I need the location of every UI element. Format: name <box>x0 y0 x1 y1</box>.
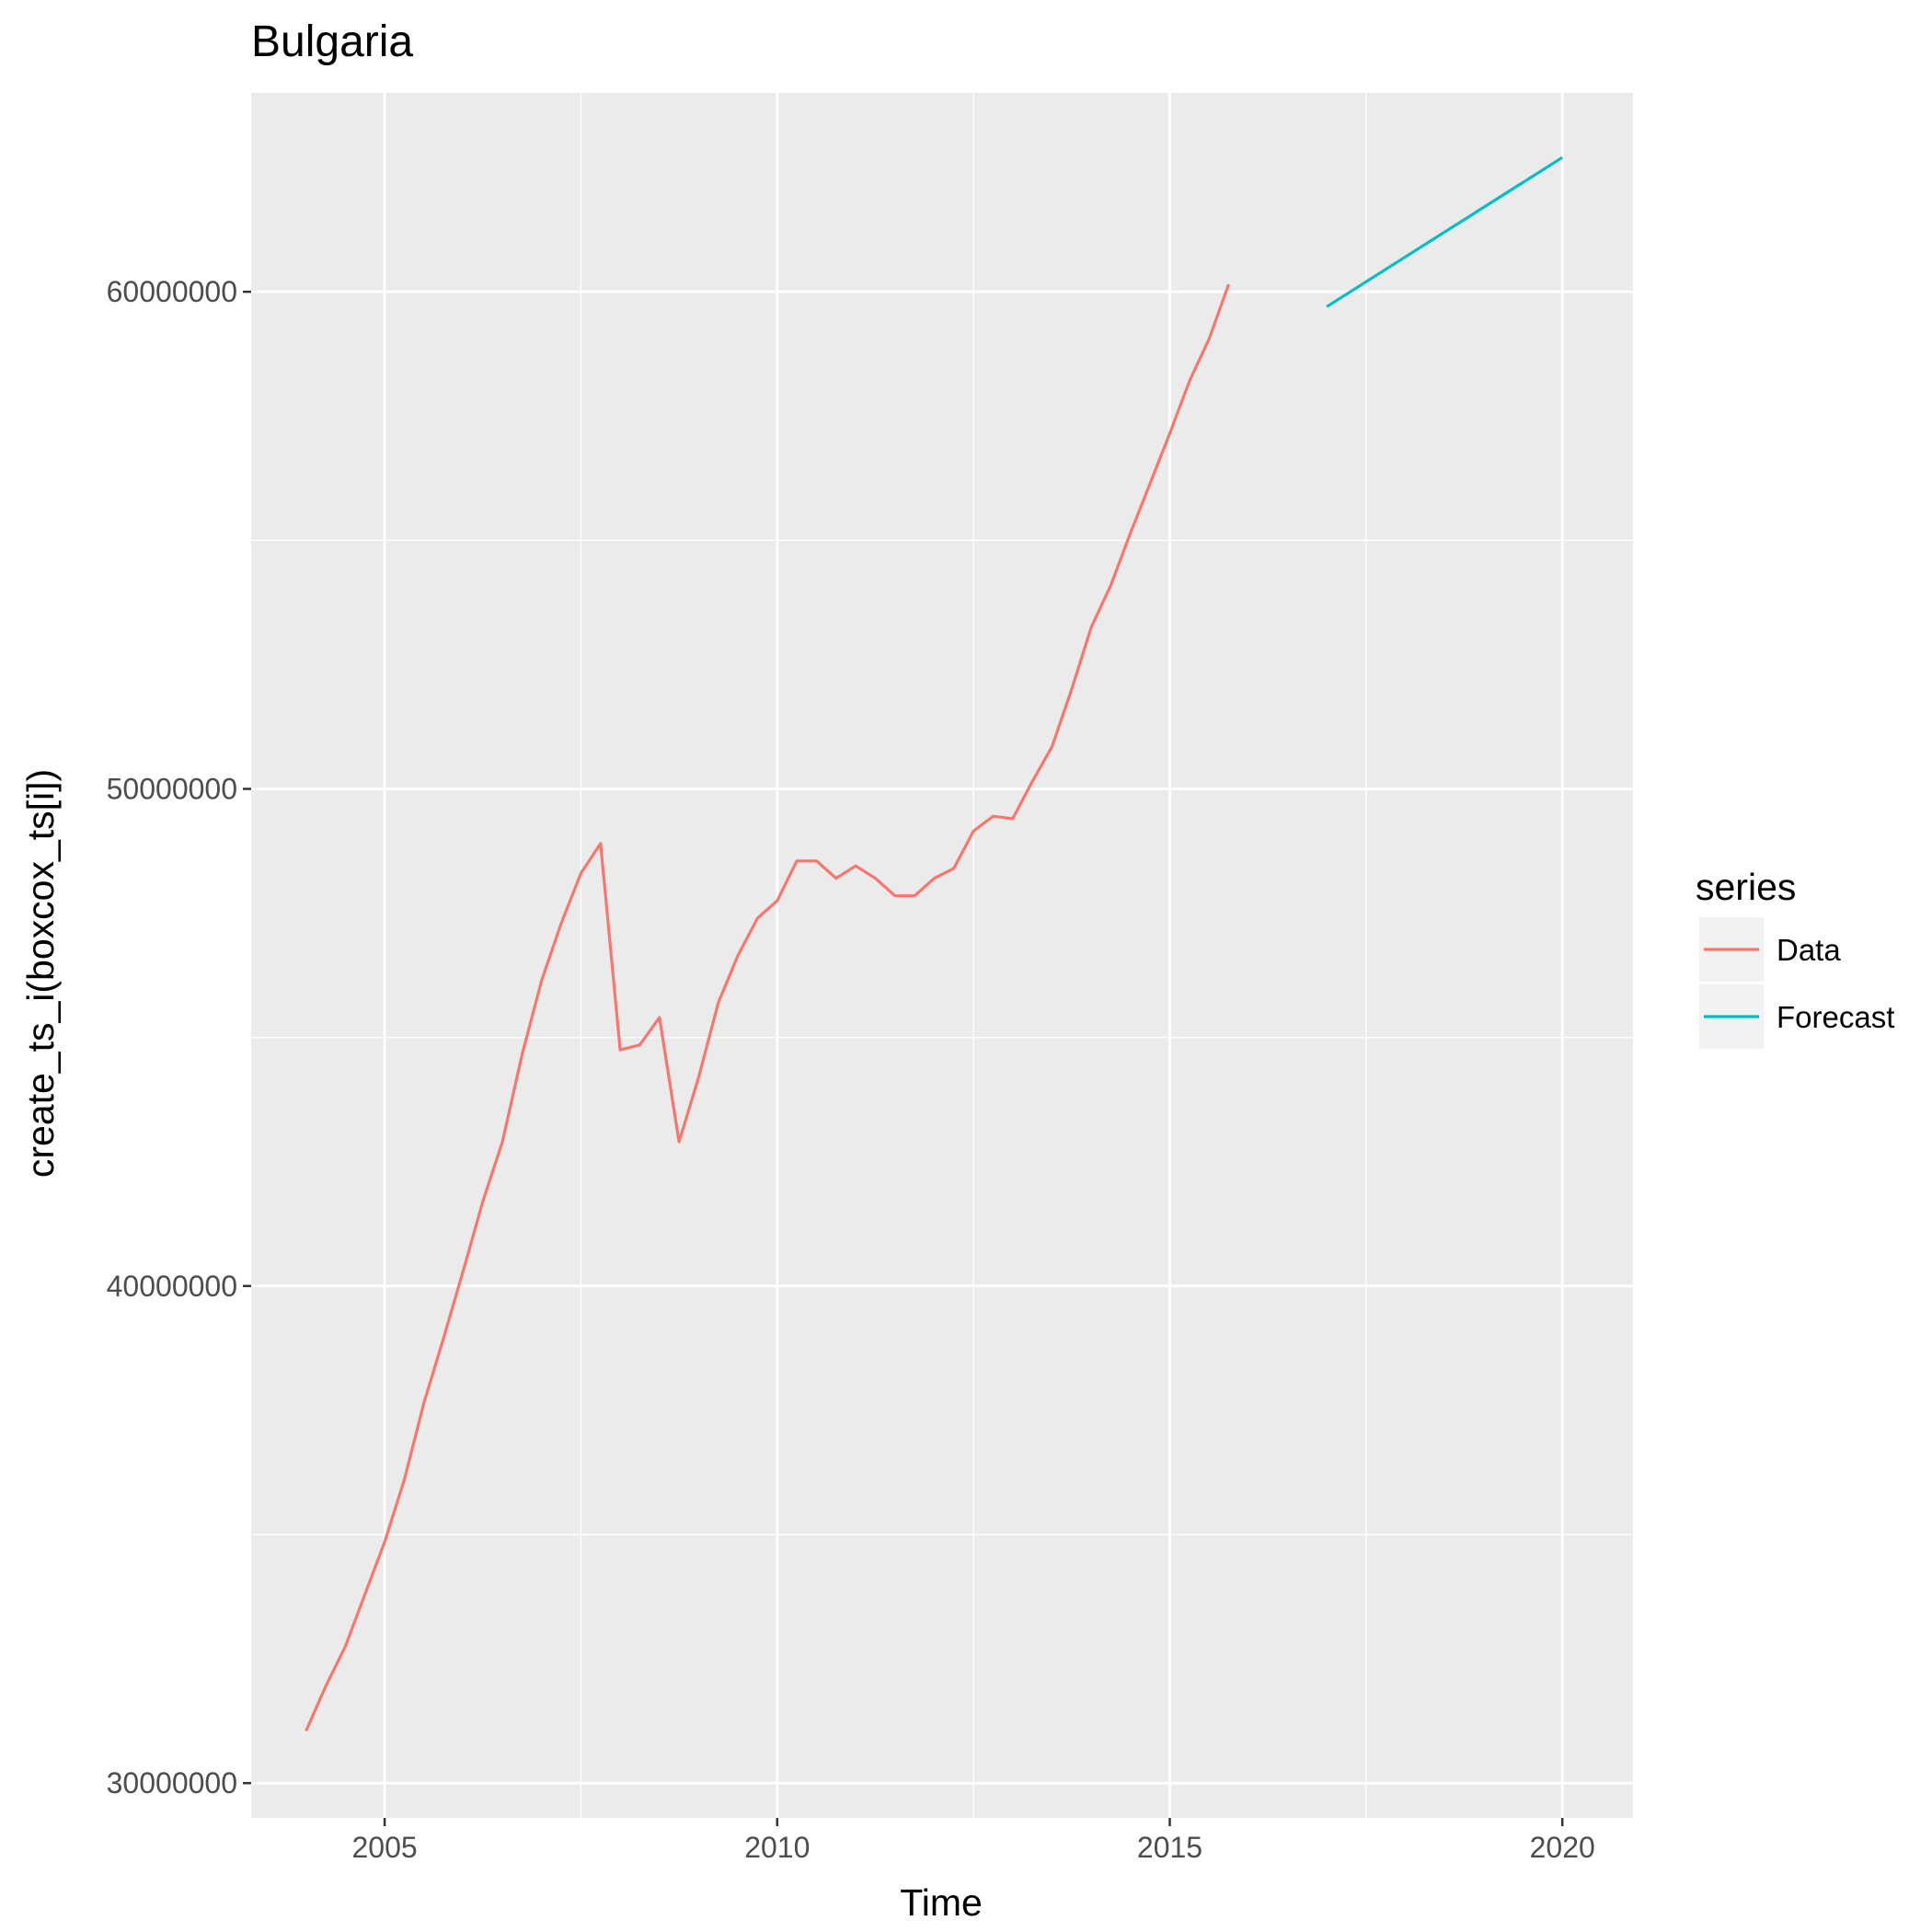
series-line-forecast <box>1326 155 1564 308</box>
y-tick-label: 50000000 <box>107 772 237 805</box>
plot-panel <box>251 93 1633 1818</box>
x-tick-label: 2005 <box>351 1831 417 1864</box>
series-line-data <box>305 283 1231 1732</box>
chart-title: Bulgaria <box>251 17 413 66</box>
plot-layer: 2005 2010 2015 2020 30000000 40000000 50000000… <box>107 93 1633 1864</box>
x-axis-title: Time <box>900 1881 983 1924</box>
y-tick-label: 30000000 <box>107 1766 237 1800</box>
x-tick-label: 2010 <box>744 1831 810 1864</box>
y-axis-title: create_ts_i(boxcox_ts[i]) <box>19 769 62 1178</box>
x-tick-label: 2020 <box>1530 1831 1595 1864</box>
legend: series Data Forecast <box>1696 866 1894 1049</box>
legend-label-forecast: Forecast <box>1777 1000 1894 1034</box>
legend-title: series <box>1696 866 1796 908</box>
y-tick-label: 60000000 <box>107 275 237 308</box>
x-tick-label: 2015 <box>1137 1831 1202 1864</box>
y-tick-label: 40000000 <box>107 1270 237 1303</box>
legend-label-data: Data <box>1777 933 1841 967</box>
